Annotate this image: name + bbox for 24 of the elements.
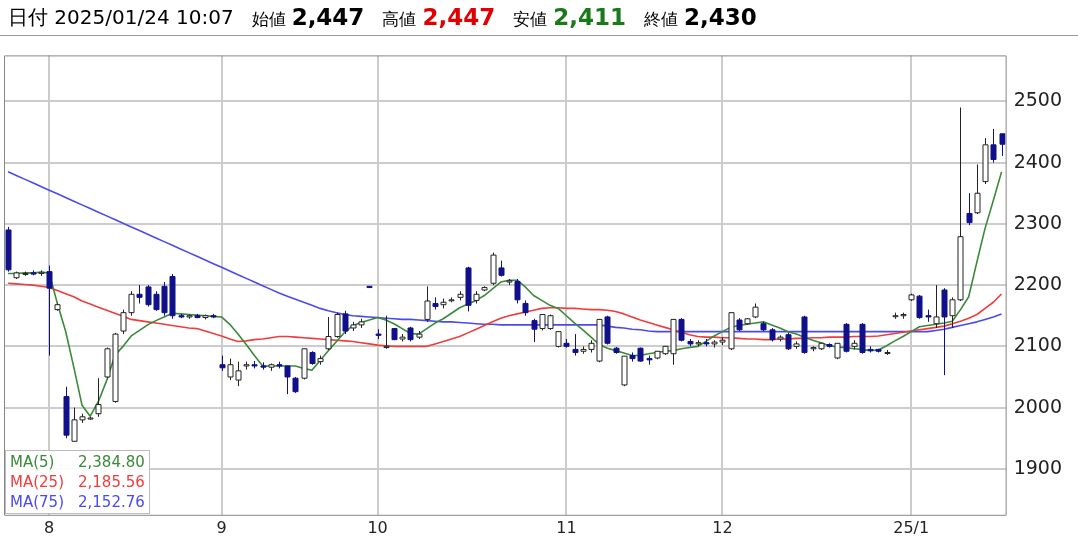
- y-tick-label: 2000: [1013, 394, 1063, 417]
- x-tick-label: 12: [712, 517, 733, 537]
- text: 安値 2,411: [513, 4, 626, 30]
- annotation: 2,185.56: [78, 471, 145, 492]
- text: MA(5): [10, 451, 55, 472]
- text: 始値 2,447: [251, 4, 365, 30]
- text: MA(75): [10, 491, 64, 512]
- x-tick-label: 11: [556, 517, 577, 537]
- y-tick-label: 2400: [1013, 149, 1063, 172]
- chart-title: 日付 2025/01/24 10:07: [8, 4, 234, 31]
- x-tick-label: 10: [367, 517, 388, 537]
- text: 高値 2,447: [382, 4, 496, 30]
- x-tick-label: 9: [216, 517, 227, 537]
- annotation: 2,384.80: [78, 451, 145, 472]
- text: MA(25): [10, 471, 64, 492]
- y-tick-label: 2300: [1013, 210, 1063, 233]
- y-tick-label: 2100: [1013, 333, 1063, 356]
- x-tick-label: 8: [44, 517, 55, 537]
- y-tick-label: 2500: [1013, 88, 1063, 111]
- y-tick-label: 2200: [1013, 272, 1063, 295]
- annotation: 2,152.76: [78, 491, 145, 512]
- x-tick-label: 25/1: [893, 517, 930, 537]
- text: 終値 2,430: [643, 4, 757, 30]
- y-tick-label: 1900: [1013, 455, 1063, 478]
